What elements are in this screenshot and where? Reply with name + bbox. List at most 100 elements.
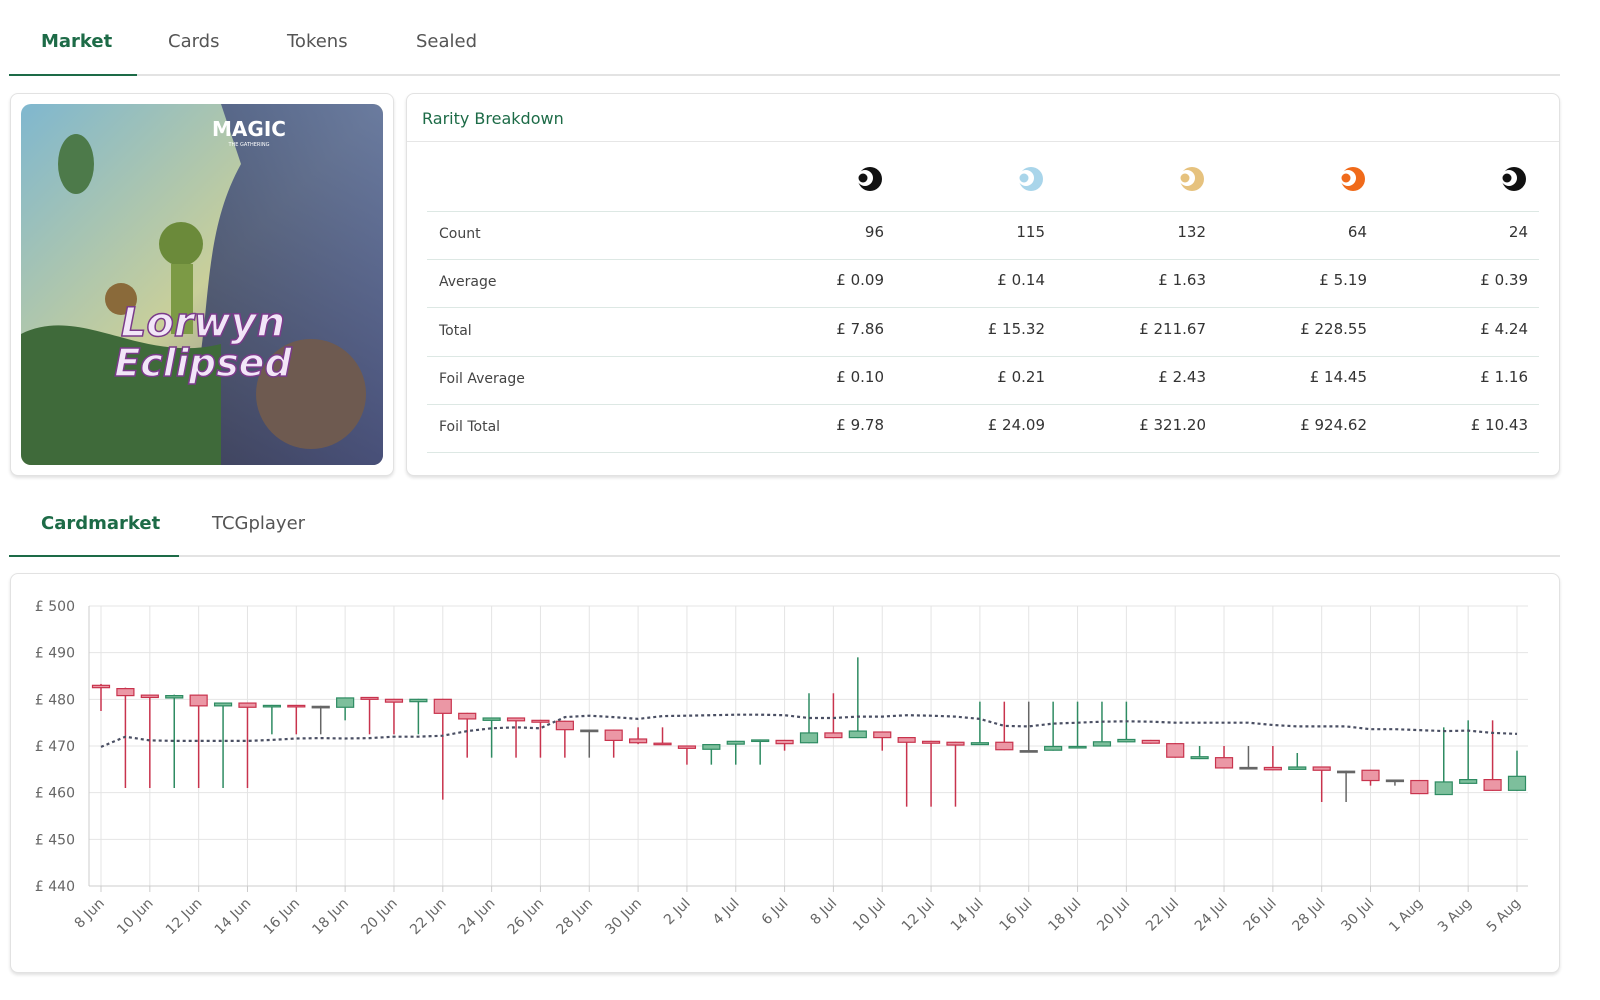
cell: £ 9.78 xyxy=(836,416,884,435)
candle-body xyxy=(1239,766,1258,770)
x-tick-label: 18 Jun xyxy=(309,896,352,939)
row-label: Foil Average xyxy=(439,370,525,387)
moving-average xyxy=(100,713,1518,748)
candle-body xyxy=(213,702,233,707)
row-divider xyxy=(427,259,1539,260)
candle-body xyxy=(1141,739,1160,744)
candle-body xyxy=(311,705,330,709)
cell: £ 0.39 xyxy=(1480,271,1528,290)
candle-body xyxy=(506,717,526,722)
art-panel: MAGIC THE GATHERING Lorwyn Eclipsed xyxy=(10,93,394,476)
tab[interactable]: Market xyxy=(41,31,113,52)
cell: £ 10.43 xyxy=(1470,416,1528,435)
x-tick-label: 10 Jun xyxy=(114,896,157,939)
cell: £ 24.09 xyxy=(987,416,1045,435)
cell: £ 228.55 xyxy=(1300,319,1367,338)
row-label: Average xyxy=(439,274,497,291)
rarity-icon xyxy=(1340,167,1365,191)
row-label: Foil Total xyxy=(439,419,501,436)
x-tick-label: 14 Jun xyxy=(212,896,255,939)
x-tick-label: 26 Jul xyxy=(1241,896,1280,935)
set-art: MAGIC THE GATHERING Lorwyn Eclipsed xyxy=(21,104,383,465)
cell: £ 15.32 xyxy=(987,319,1045,338)
art-title: Lorwyn xyxy=(121,300,285,346)
cell: 24 xyxy=(1508,223,1528,241)
art-brand-sub: THE GATHERING xyxy=(227,142,269,148)
x-tick-label: 2 Jul xyxy=(661,896,694,929)
cell: £ 4.24 xyxy=(1480,319,1528,338)
art-figure xyxy=(105,283,137,315)
rarity-icon xyxy=(1501,167,1526,191)
x-tick-label: 4 Jul xyxy=(710,896,743,929)
candle-body xyxy=(677,745,697,749)
cell: £ 0.14 xyxy=(997,271,1045,290)
panel-title: Rarity Breakdown xyxy=(422,109,564,128)
art-figure xyxy=(256,339,366,449)
candle-body xyxy=(384,698,404,703)
x-tick-label: 22 Jun xyxy=(407,896,450,939)
candle-body xyxy=(1288,766,1307,770)
cell: £ 14.45 xyxy=(1309,367,1367,386)
art-rock xyxy=(58,134,94,194)
candle-body xyxy=(580,729,599,733)
y-tick-label: £ 440 xyxy=(35,879,75,895)
tab[interactable]: TCGplayer xyxy=(212,513,306,534)
candle-body xyxy=(287,704,306,708)
candle-body xyxy=(1459,779,1478,784)
candle-body xyxy=(1068,745,1087,749)
y-tick-label: £ 470 xyxy=(35,739,75,755)
candle-body xyxy=(1361,769,1380,782)
tab[interactable]: Cardmarket xyxy=(41,513,161,534)
cell: £ 7.86 xyxy=(836,319,884,338)
y-tick-label: £ 460 xyxy=(35,786,75,802)
tab[interactable]: Cards xyxy=(168,31,220,52)
candle-body xyxy=(1092,741,1112,747)
candle-body xyxy=(995,741,1014,751)
x-tick-label: 8 Jul xyxy=(808,896,841,929)
candle-body xyxy=(1263,766,1282,771)
candle-body xyxy=(482,717,501,721)
x-tick-label: 10 Jul xyxy=(850,896,889,935)
cell: 96 xyxy=(864,223,884,241)
candle-body xyxy=(165,694,184,699)
x-tick-label: 8 Jun xyxy=(72,896,108,932)
x-tick-label: 26 Jun xyxy=(505,896,548,939)
x-tick-label: 16 Jul xyxy=(997,896,1036,935)
candle-body xyxy=(1190,756,1209,760)
candle-body xyxy=(433,698,452,714)
x-tick-label: 30 Jul xyxy=(1338,896,1377,935)
x-tick-label: 28 Jul xyxy=(1290,896,1329,935)
y-tick-label: £ 450 xyxy=(35,832,75,848)
row-divider xyxy=(427,211,1539,212)
tab[interactable]: Sealed xyxy=(416,31,478,52)
candle-body xyxy=(946,741,965,746)
y-tick-label: £ 500 xyxy=(35,599,75,615)
candle-body xyxy=(653,742,672,746)
row-label: Total xyxy=(439,322,472,339)
candle-body xyxy=(1483,779,1502,791)
candle-body xyxy=(751,739,770,743)
x-tick-label: 3 Aug xyxy=(1435,896,1475,936)
x-tick-label: 12 Jul xyxy=(899,896,938,935)
candle-body xyxy=(629,738,648,744)
candle-body xyxy=(531,719,550,723)
tab[interactable]: Tokens xyxy=(287,31,348,52)
candle-body xyxy=(409,698,428,703)
art-ground xyxy=(21,325,221,465)
x-tick-label: 14 Jul xyxy=(948,896,987,935)
art-brand: MAGIC xyxy=(212,117,286,141)
candle-body xyxy=(1019,750,1038,753)
row-divider xyxy=(427,355,1539,357)
rarity-icon xyxy=(1179,167,1204,191)
cell: £ 0.21 xyxy=(997,367,1045,386)
rarity-icon xyxy=(1018,167,1043,191)
x-tick-label: 20 Jun xyxy=(358,896,401,939)
row-divider xyxy=(427,452,1539,454)
row-divider xyxy=(427,307,1539,309)
x-tick-label: 24 Jun xyxy=(456,896,499,939)
candle-body xyxy=(458,712,477,720)
candle-body xyxy=(336,697,355,708)
candle-body xyxy=(775,739,794,745)
candle-body xyxy=(1410,779,1429,795)
